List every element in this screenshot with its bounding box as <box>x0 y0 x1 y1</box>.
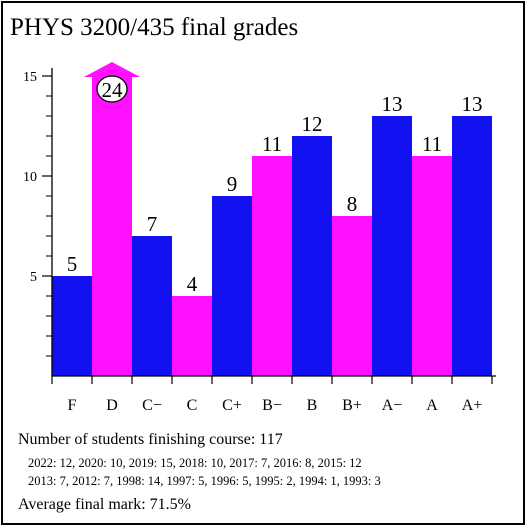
value-badge-1 <box>96 75 128 103</box>
history-line-2: 2013: 7, 2012: 7, 1998: 14, 1997: 5, 199… <box>28 474 381 488</box>
value-label-9: 11 <box>422 132 442 156</box>
bar-8 <box>372 116 412 376</box>
chart-title: PHYS 3200/435 final grades <box>10 14 299 41</box>
bar-6 <box>292 136 332 376</box>
value-label-2: 7 <box>147 212 158 236</box>
category-label-10: A+ <box>462 397 483 414</box>
y-tick-label: 15 <box>23 70 37 85</box>
value-label-6: 12 <box>302 112 323 136</box>
value-label-4: 9 <box>227 172 238 196</box>
category-label-1: D <box>106 397 118 414</box>
value-label-1: 24 <box>102 78 124 102</box>
bar-9 <box>412 156 452 376</box>
value-label-10: 13 <box>462 92 483 116</box>
value-label-7: 8 <box>347 192 358 216</box>
students-count-text: Number of students finishing course: 117 <box>18 431 283 448</box>
chart-frame <box>1 1 525 525</box>
category-label-7: B+ <box>342 397 362 414</box>
bar-5 <box>252 156 292 376</box>
bar-2 <box>132 236 172 376</box>
category-label-3: C <box>187 397 198 414</box>
value-label-0: 5 <box>67 252 78 276</box>
average-mark-text: Average final mark: 71.5% <box>18 496 191 513</box>
bar-0 <box>52 276 92 376</box>
category-label-8: A− <box>382 397 403 414</box>
category-label-4: C+ <box>222 397 242 414</box>
value-label-8: 13 <box>382 92 403 116</box>
bar-3 <box>172 296 212 376</box>
y-tick-label: 10 <box>23 170 37 185</box>
y-tick-label: 5 <box>30 270 37 285</box>
category-label-2: C− <box>142 397 162 414</box>
category-label-0: F <box>68 397 77 414</box>
bar-4 <box>212 196 252 376</box>
value-label-3: 4 <box>187 272 198 296</box>
category-label-6: B <box>307 397 318 414</box>
value-label-5: 11 <box>262 132 282 156</box>
bar-1 <box>92 76 132 376</box>
overflow-arrow-1 <box>84 62 140 77</box>
category-label-9: A <box>426 397 438 414</box>
bar-10 <box>452 116 492 376</box>
category-label-5: B− <box>262 397 282 414</box>
bar-7 <box>332 216 372 376</box>
history-line-1: 2022: 12, 2020: 10, 2019: 15, 2018: 10, … <box>28 456 362 470</box>
